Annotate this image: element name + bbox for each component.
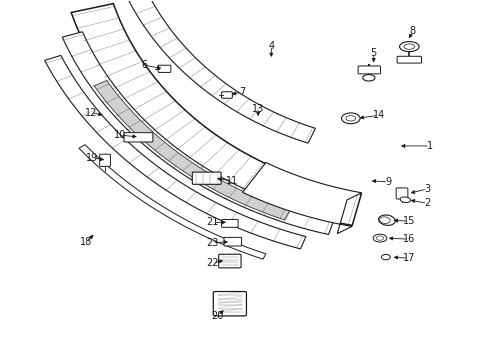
Text: 10: 10 [114, 130, 126, 140]
Ellipse shape [399, 41, 418, 51]
FancyBboxPatch shape [224, 237, 241, 246]
Text: 14: 14 [372, 111, 384, 121]
Text: 17: 17 [402, 253, 415, 263]
Text: 9: 9 [385, 177, 390, 187]
Ellipse shape [378, 215, 394, 225]
Text: 16: 16 [403, 234, 415, 244]
Text: 8: 8 [409, 26, 415, 36]
Text: 6: 6 [141, 60, 147, 70]
FancyBboxPatch shape [100, 154, 110, 166]
Text: 3: 3 [424, 184, 429, 194]
FancyBboxPatch shape [218, 254, 241, 268]
Polygon shape [44, 55, 305, 249]
Text: 12: 12 [84, 108, 97, 118]
FancyBboxPatch shape [192, 172, 221, 184]
FancyBboxPatch shape [158, 65, 170, 72]
Ellipse shape [345, 116, 355, 121]
Text: 13: 13 [251, 104, 264, 114]
Ellipse shape [376, 236, 383, 240]
Text: 5: 5 [370, 48, 376, 58]
Text: 23: 23 [206, 238, 219, 248]
Text: 15: 15 [402, 216, 415, 226]
FancyBboxPatch shape [213, 292, 246, 316]
FancyBboxPatch shape [357, 66, 380, 74]
Text: 20: 20 [211, 311, 224, 320]
Ellipse shape [403, 44, 414, 49]
Polygon shape [94, 81, 289, 220]
Text: 21: 21 [206, 217, 219, 227]
Polygon shape [242, 162, 361, 234]
FancyBboxPatch shape [221, 220, 238, 227]
Ellipse shape [399, 197, 410, 203]
Text: 22: 22 [206, 258, 219, 268]
Polygon shape [113, 0, 315, 143]
Ellipse shape [341, 113, 359, 124]
Polygon shape [62, 32, 333, 234]
Ellipse shape [379, 217, 389, 224]
Text: 4: 4 [268, 41, 274, 50]
Text: 11: 11 [226, 176, 238, 186]
FancyBboxPatch shape [124, 133, 153, 142]
Text: 1: 1 [426, 141, 432, 151]
FancyBboxPatch shape [396, 56, 421, 63]
Ellipse shape [362, 75, 374, 81]
Text: 19: 19 [86, 153, 98, 163]
Text: 2: 2 [424, 198, 429, 208]
FancyBboxPatch shape [395, 188, 407, 199]
FancyBboxPatch shape [221, 92, 232, 98]
Ellipse shape [372, 234, 386, 242]
Polygon shape [71, 4, 361, 225]
Polygon shape [79, 145, 265, 259]
Ellipse shape [381, 255, 389, 260]
Text: 18: 18 [80, 237, 92, 247]
Text: 7: 7 [239, 87, 244, 97]
